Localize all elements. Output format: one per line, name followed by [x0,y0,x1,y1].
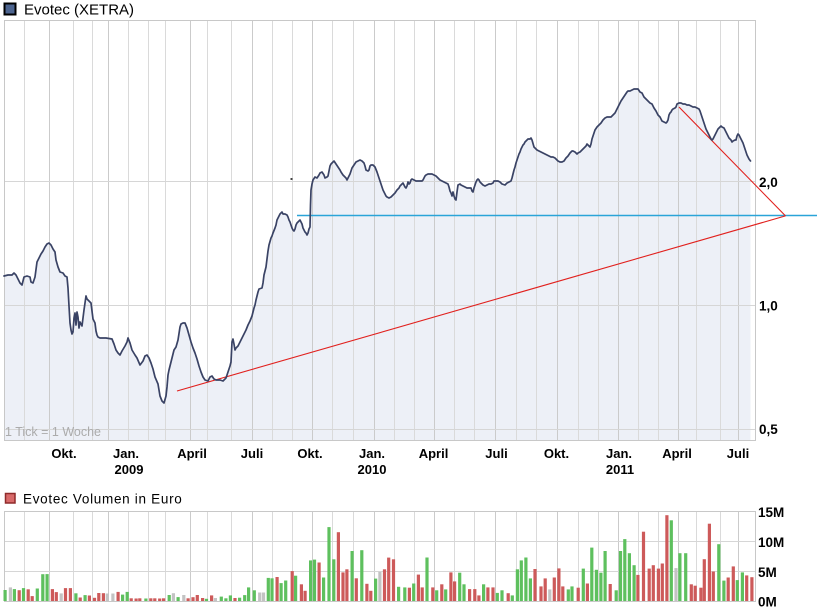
svg-text:Jan.: Jan. [113,446,139,461]
svg-text:2009: 2009 [115,462,144,477]
svg-text:Jan.: Jan. [359,446,385,461]
svg-text:April: April [662,446,692,461]
svg-text:Evotec Volumen in Euro: Evotec Volumen in Euro [23,492,182,507]
svg-text:0,5: 0,5 [759,422,778,437]
svg-text:April: April [177,446,207,461]
svg-text:2011: 2011 [606,462,634,477]
svg-text:2010: 2010 [358,462,387,477]
svg-text:Evotec (XETRA): Evotec (XETRA) [24,2,134,19]
svg-text:Juli: Juli [727,446,749,461]
svg-text:1,0: 1,0 [759,299,778,314]
svg-text:April: April [419,446,449,461]
svg-text:15M: 15M [758,505,784,520]
svg-text:Jan.: Jan. [606,446,632,461]
svg-text:5M: 5M [758,565,777,580]
svg-text:Okt.: Okt. [297,446,322,461]
svg-text:Okt.: Okt. [51,446,76,461]
svg-text:Juli: Juli [485,446,507,461]
svg-text:Okt.: Okt. [544,446,569,461]
svg-text:Juli: Juli [241,446,263,461]
svg-text:2,0: 2,0 [759,175,778,190]
svg-text:0M: 0M [758,595,777,610]
svg-text:10M: 10M [758,535,784,550]
svg-text:1 Tick = 1 Woche: 1 Tick = 1 Woche [5,425,101,439]
